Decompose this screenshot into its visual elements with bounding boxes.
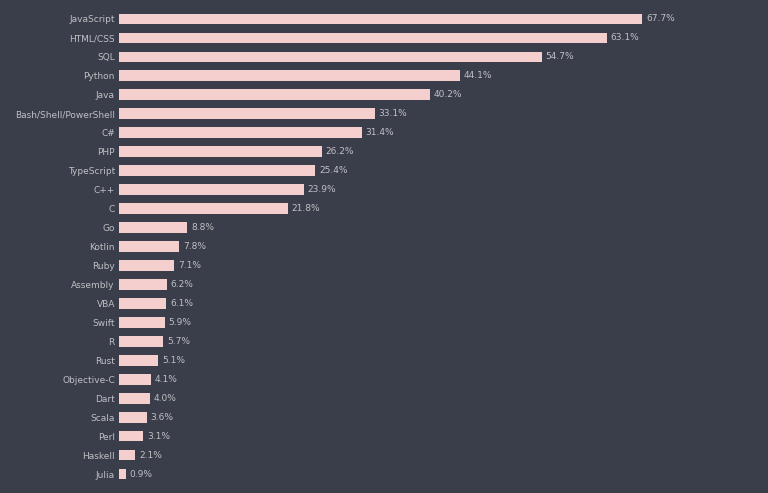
Bar xyxy=(119,317,164,328)
Text: 5.7%: 5.7% xyxy=(167,337,190,346)
Bar xyxy=(119,33,607,43)
Text: 6.2%: 6.2% xyxy=(170,280,194,289)
Text: 33.1%: 33.1% xyxy=(379,109,408,118)
Text: 31.4%: 31.4% xyxy=(366,128,394,137)
Bar xyxy=(119,222,187,233)
Text: 5.9%: 5.9% xyxy=(168,318,191,327)
Text: 40.2%: 40.2% xyxy=(434,90,462,99)
Bar xyxy=(119,298,166,309)
Text: 3.6%: 3.6% xyxy=(151,413,174,422)
Text: 5.1%: 5.1% xyxy=(162,356,185,365)
Bar xyxy=(119,184,303,195)
Bar xyxy=(119,279,167,290)
Bar xyxy=(119,127,362,138)
Text: 0.9%: 0.9% xyxy=(130,470,153,479)
Text: 26.2%: 26.2% xyxy=(326,147,354,156)
Bar xyxy=(119,241,179,252)
Bar xyxy=(119,51,541,62)
Text: 21.8%: 21.8% xyxy=(291,204,320,213)
Bar xyxy=(119,165,316,176)
Bar xyxy=(119,355,158,366)
Text: 6.1%: 6.1% xyxy=(170,299,193,308)
Text: 25.4%: 25.4% xyxy=(319,166,348,175)
Text: 2.1%: 2.1% xyxy=(139,451,162,460)
Text: 4.1%: 4.1% xyxy=(154,375,177,384)
Bar xyxy=(119,70,460,81)
Bar xyxy=(119,203,287,214)
Bar xyxy=(119,108,375,119)
Bar xyxy=(119,469,126,479)
Text: 8.8%: 8.8% xyxy=(191,223,214,232)
Bar xyxy=(119,14,642,24)
Text: 67.7%: 67.7% xyxy=(646,14,675,23)
Bar xyxy=(119,412,147,423)
Bar xyxy=(119,89,430,100)
Text: 4.0%: 4.0% xyxy=(154,394,177,403)
Text: 63.1%: 63.1% xyxy=(611,33,639,42)
Text: 54.7%: 54.7% xyxy=(545,52,574,61)
Text: 23.9%: 23.9% xyxy=(308,185,336,194)
Bar xyxy=(119,393,150,404)
Text: 44.1%: 44.1% xyxy=(464,71,492,80)
Text: 3.1%: 3.1% xyxy=(147,432,170,441)
Bar xyxy=(119,450,135,460)
Bar xyxy=(119,260,174,271)
Bar xyxy=(119,336,163,347)
Bar xyxy=(119,431,143,442)
Bar xyxy=(119,146,322,157)
Bar xyxy=(119,374,151,385)
Text: 7.8%: 7.8% xyxy=(184,242,206,251)
Text: 7.1%: 7.1% xyxy=(177,261,200,270)
